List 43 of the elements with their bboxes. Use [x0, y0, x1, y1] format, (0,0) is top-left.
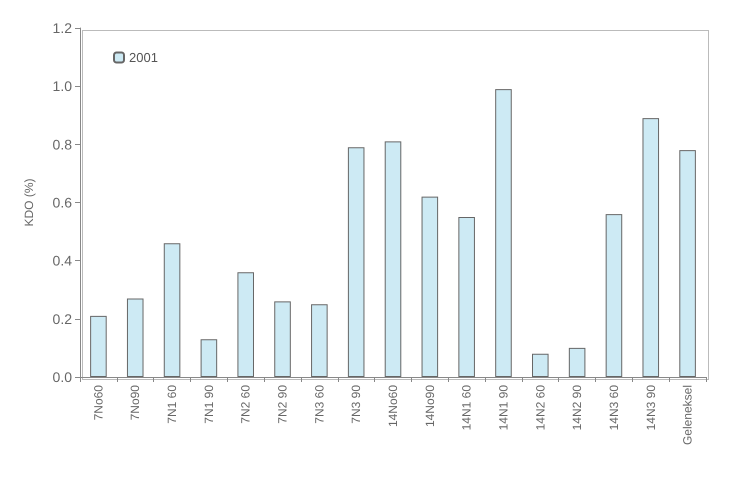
- x-tick-label: 7N2 90: [276, 384, 290, 424]
- x-tick-label: 14N2 60: [533, 384, 548, 430]
- bar: [606, 214, 622, 377]
- bar: [126, 298, 144, 377]
- y-tick-label: 1.2: [52, 20, 72, 36]
- bar: [164, 243, 180, 377]
- bar: [642, 118, 660, 377]
- x-tick-label: 7N3 90: [349, 384, 364, 424]
- bar: [200, 339, 218, 377]
- y-tick-label: 0.2: [52, 310, 72, 327]
- bar: [495, 89, 512, 377]
- bar: [458, 217, 475, 377]
- y-tick-label: 0.4: [52, 252, 72, 269]
- x-tick-label: 7N3 60: [312, 384, 326, 424]
- x-tick-label: 7N1 60: [165, 384, 180, 424]
- bar: [384, 141, 402, 377]
- y-tick-label: 0.0: [52, 369, 72, 385]
- bar: [311, 304, 328, 377]
- legend-label: 2001: [129, 50, 158, 65]
- x-tick-label: 7No60: [91, 384, 106, 420]
- x-tick-label: 14No60: [386, 384, 400, 428]
- y-tick-label: 1.0: [52, 78, 72, 94]
- x-tick-label: 14N1 90: [496, 384, 510, 430]
- y-axis-title: KDO (%): [22, 178, 36, 226]
- bar: [348, 147, 364, 377]
- x-tick-label: 14N1 60: [460, 384, 474, 430]
- x-tick-label: 14No90: [422, 384, 437, 428]
- x-tick-label: 7N1 90: [202, 384, 216, 424]
- bar: [237, 272, 254, 377]
- x-tick-label: 14N3 90: [644, 384, 658, 430]
- y-tick-label: 0.6: [52, 194, 72, 210]
- bar: [90, 316, 107, 377]
- x-tick-label: 14N3 60: [606, 384, 621, 430]
- x-tick-label: 7N2 60: [238, 384, 253, 424]
- bar: [422, 196, 438, 377]
- bar: [679, 150, 696, 377]
- bar: [532, 354, 549, 377]
- bar: [274, 301, 291, 377]
- x-tick-label: 7No90: [128, 384, 142, 420]
- x-tick-label: Geleneksel: [680, 385, 695, 446]
- y-tick-label: 0.8: [52, 136, 72, 152]
- bar: [568, 348, 586, 377]
- x-tick-label: 14N2 90: [570, 384, 584, 430]
